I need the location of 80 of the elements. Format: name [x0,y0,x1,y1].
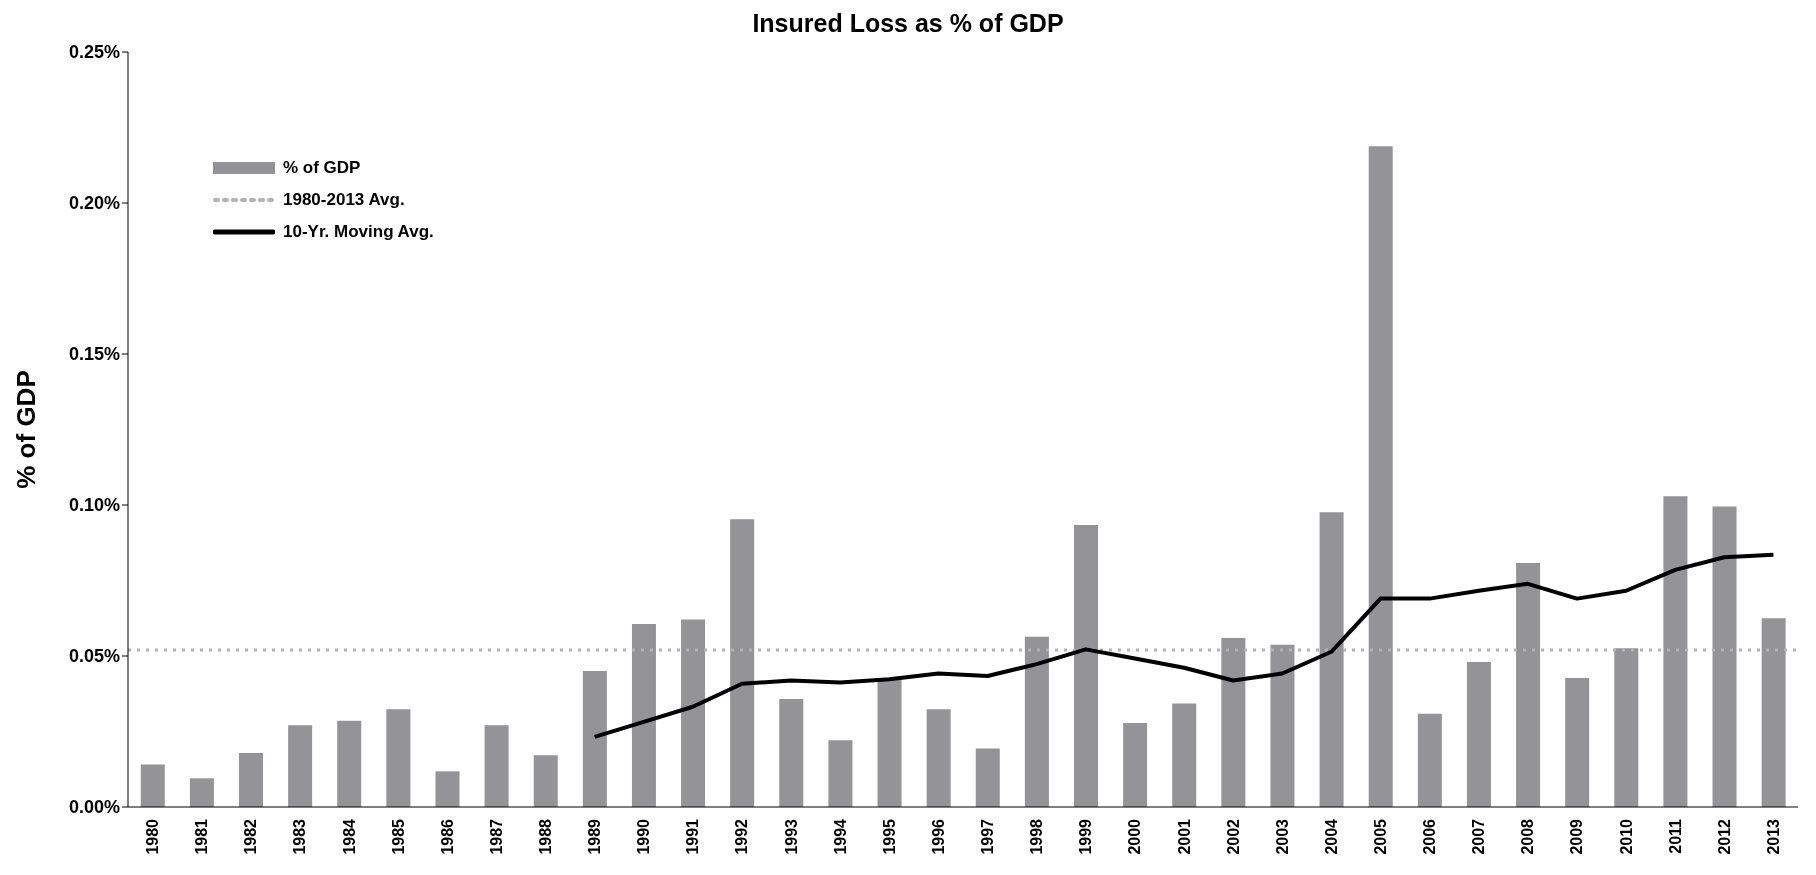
bar [337,720,362,807]
bar [1516,562,1541,807]
x-tick-label: 1988 [537,818,554,855]
bar [1466,662,1491,807]
bar [1319,512,1344,807]
bar [484,725,509,807]
bar [779,698,804,807]
x-tick-label: 2002 [1224,818,1242,855]
x-tick-label: 1991 [684,818,702,855]
bar [1663,496,1688,807]
y-axis-title: % of GDP [11,370,42,489]
x-tick-label: 1983 [291,818,309,855]
x-tick-label: 2003 [1273,818,1291,855]
x-tick-label: 1981 [193,818,211,855]
bar [828,740,853,807]
bar [1123,723,1148,807]
legend-label: % of GDP [283,158,361,178]
y-tick-label: 0.15% [68,344,120,365]
bar [533,755,558,807]
y-tick-label: 0.10% [68,495,120,516]
legend-label: 1980-2013 Avg. [283,190,405,210]
bar [288,725,313,807]
x-tick-label: 1995 [880,818,898,855]
x-tick-label: 2011 [1666,818,1684,854]
bar [631,623,656,807]
x-tick-label: 1993 [782,818,800,855]
x-tick-label: 1982 [242,818,260,855]
bar [1368,146,1393,807]
x-tick-label: 2006 [1421,818,1439,855]
bar [1417,713,1442,807]
bar [189,778,214,807]
x-tick-label: 1999 [1077,818,1095,855]
x-tick-label: 1994 [831,818,849,855]
x-tick-label: 1996 [929,818,947,855]
y-tick-label: 0.25% [68,42,120,63]
bar [1761,618,1786,807]
bar [975,748,1000,807]
y-tick-label: 0.05% [68,646,120,667]
bar [239,752,264,807]
y-tick-label: 0.00% [68,797,120,818]
bar [1024,636,1049,807]
x-tick-label: 2010 [1617,818,1635,855]
bar [1614,648,1639,807]
bar [386,709,411,807]
x-tick-label: 2012 [1715,818,1733,855]
x-tick-label: 1984 [340,818,358,855]
bar [1712,506,1737,807]
x-tick-label: 2013 [1764,818,1782,855]
bar [1565,678,1590,807]
bar [877,679,902,807]
bar [1172,703,1197,807]
bar [681,619,706,807]
x-tick-label: 1992 [733,818,751,855]
bar [1074,524,1099,807]
bar [730,519,755,807]
x-tick-label: 2001 [1175,818,1193,855]
x-tick-label: 2004 [1322,818,1340,855]
x-tick-label: 2007 [1470,818,1488,855]
x-tick-label: 2009 [1568,818,1586,855]
x-tick-label: 1998 [1028,818,1046,855]
x-tick-label: 1985 [389,818,407,855]
bar [582,671,607,807]
x-tick-label: 1986 [438,818,456,855]
legend-label: 10-Yr. Moving Avg. [283,222,434,242]
line-series [592,552,1776,739]
y-tick-label: 0.20% [68,193,120,214]
x-tick-label: 1997 [979,818,997,855]
x-tick-label: 1987 [487,818,505,855]
bar [435,771,460,807]
x-tick-label: 1990 [635,818,653,855]
bar [1221,637,1246,807]
x-tick-label: 2000 [1126,818,1144,855]
chart-title: Insured Loss as % of GDP [751,8,1065,39]
bar [1270,644,1295,807]
x-tick-label: 2005 [1372,818,1389,855]
bar [926,709,951,807]
x-tick-label: 2008 [1519,818,1537,855]
bar [140,764,165,807]
x-tick-label: 1989 [586,818,604,855]
x-tick-label: 1980 [144,818,162,855]
